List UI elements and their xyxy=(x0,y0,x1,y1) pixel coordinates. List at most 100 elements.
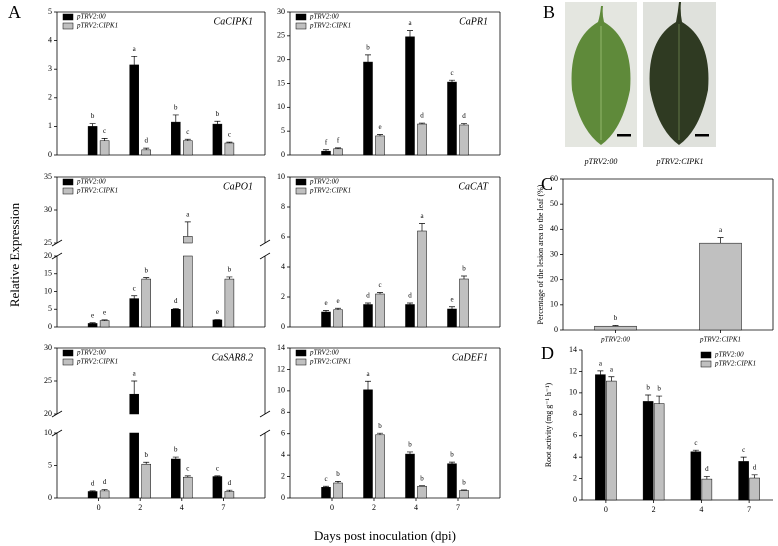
significance-label: e xyxy=(450,295,453,303)
error-bar xyxy=(377,432,383,435)
bar xyxy=(171,121,181,156)
x-tick-label: 4 xyxy=(699,505,703,514)
significance-label: b xyxy=(174,104,178,112)
y-tick-label: 2 xyxy=(573,473,577,482)
error-bar xyxy=(89,322,96,324)
y-tick-label: 25 xyxy=(44,238,52,247)
y-tick-label: 30 xyxy=(44,205,52,214)
error-bar xyxy=(461,489,467,491)
significance-label: a xyxy=(133,370,137,378)
photo xyxy=(643,2,716,147)
y-tick-label: 6 xyxy=(573,431,577,440)
chart-title: CaCIPK1 xyxy=(214,16,253,27)
legend-swatch xyxy=(62,358,74,366)
significance-label: c xyxy=(186,128,189,136)
chart-title: CaDEF1 xyxy=(452,352,488,363)
x-tick-label: 4 xyxy=(414,503,418,512)
significance-label: d xyxy=(366,292,370,300)
significance-label: c xyxy=(103,127,106,135)
bar xyxy=(212,123,223,156)
bar xyxy=(417,123,427,156)
legend-swatch xyxy=(62,349,74,357)
error-bar xyxy=(131,55,138,65)
error-bar xyxy=(214,120,221,125)
significance-label: e xyxy=(216,308,219,316)
significance-label: f xyxy=(337,136,340,144)
y-tick-label: 40 xyxy=(550,224,558,233)
y-axis-label: Root activity (mg g⁻¹ h⁻¹) xyxy=(544,382,553,467)
y-tick-label: 35 xyxy=(44,172,52,181)
significance-label: d xyxy=(103,478,107,486)
x-tick-label: 2 xyxy=(138,503,142,512)
bar xyxy=(141,149,151,156)
bar xyxy=(459,278,469,328)
y-tick-label: 50 xyxy=(550,199,558,208)
y-tick-label: 1 xyxy=(48,121,52,130)
significance-label: b xyxy=(174,446,178,454)
bar xyxy=(447,81,457,156)
legend-swatch xyxy=(295,22,307,30)
error-bar xyxy=(449,79,455,83)
y-tick-label: 0 xyxy=(48,322,52,331)
y-tick-label: 30 xyxy=(277,7,285,16)
y-tick-label: 15 xyxy=(277,78,285,87)
photo-label: pTRV2:CIPK1 xyxy=(656,157,704,166)
x-tick-label: 4 xyxy=(180,503,184,512)
error-bar xyxy=(419,485,425,487)
legend-label: pTRV2:CIPK1 xyxy=(76,187,118,195)
significance-label: b xyxy=(408,441,412,449)
y-tick-label: 2 xyxy=(281,292,285,301)
legend-label: pTRV2:00 xyxy=(76,13,106,21)
significance-label: b xyxy=(144,266,148,274)
error-bar xyxy=(751,474,758,479)
significance-label: b xyxy=(228,266,232,274)
error-bar xyxy=(703,476,710,480)
error-bar xyxy=(656,395,663,404)
bar xyxy=(699,242,742,331)
error-bar xyxy=(143,277,150,280)
bar xyxy=(183,140,193,156)
error-bar xyxy=(184,221,191,237)
y-tick-label: 20 xyxy=(44,251,52,260)
error-bar xyxy=(365,380,371,390)
error-bar xyxy=(131,380,138,395)
bar xyxy=(417,485,427,499)
error-bar xyxy=(407,30,413,37)
legend-label: pTRV2:00 xyxy=(309,349,339,357)
bar xyxy=(321,487,331,499)
significance-label: e xyxy=(336,297,339,305)
y-tick-label: 60 xyxy=(550,174,558,183)
photo-label: pTRV2:00 xyxy=(584,157,618,166)
significance-label: d xyxy=(144,137,148,145)
bar xyxy=(183,255,193,328)
error-bar xyxy=(692,449,699,452)
significance-label: b xyxy=(144,451,148,459)
y-tick-label: 4 xyxy=(48,35,52,44)
photo xyxy=(565,2,637,147)
bar xyxy=(321,150,331,156)
bar xyxy=(87,323,98,328)
error-bar xyxy=(323,310,329,312)
legend-label: pTRV2:00 xyxy=(714,351,744,359)
x-axis-label: Days post inoculation (dpi) xyxy=(314,528,456,543)
y-tick-label: 6 xyxy=(281,429,285,438)
error-bar xyxy=(323,149,329,152)
error-bar xyxy=(419,223,425,231)
legend-swatch xyxy=(295,187,307,195)
error-bar xyxy=(608,376,615,382)
bar xyxy=(375,135,385,156)
legend-label: pTRV2:00 xyxy=(309,13,339,21)
bar xyxy=(405,453,415,499)
error-bar xyxy=(597,370,604,375)
error-bar xyxy=(335,147,341,149)
y-tick-label: 10 xyxy=(569,388,577,397)
significance-label: b xyxy=(646,384,650,392)
y-tick-label: 4 xyxy=(281,450,285,459)
error-bar xyxy=(377,134,383,136)
error-bar xyxy=(377,292,383,294)
significance-label: f xyxy=(325,138,328,146)
x-tick-label: pTRV2:CIPK1 xyxy=(699,336,741,344)
legend-swatch xyxy=(62,187,74,195)
significance-label: e xyxy=(324,299,327,307)
